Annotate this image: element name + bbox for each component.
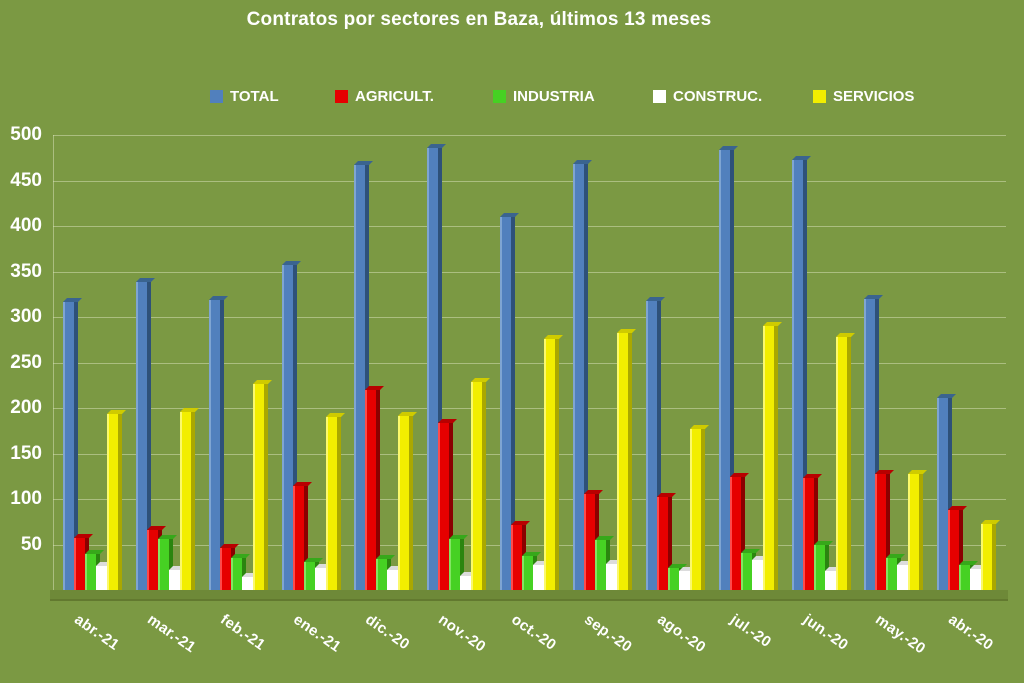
bar-servicios-mar-21 (179, 412, 195, 590)
chart-title: Contratos por sectores en Baza, últimos … (246, 9, 712, 30)
legend-item-agricult: AGRICULT. (335, 87, 434, 105)
bar-agricult-dic-20 (365, 390, 381, 590)
gridline-500 (53, 135, 1006, 136)
bar-servicios-abr-20 (981, 524, 997, 590)
bar-group-dic-20 (344, 135, 417, 590)
gridline-250 (53, 362, 1006, 364)
bar-servicios-dic-20 (398, 416, 414, 590)
legend-label-construc: CONSTRUC. (673, 87, 763, 105)
gridline-300 (53, 317, 1006, 318)
x-axis-label-dic-20: dic.-20 (362, 611, 414, 654)
x-axis-label-jul-20: jul.-20 (726, 611, 774, 651)
bar-group-ago-20 (636, 135, 709, 590)
bar-total-sep-20 (572, 164, 588, 590)
x-axis-label-feb-21: feb.-21 (216, 611, 269, 654)
y-axis-label-100: 100 (10, 488, 42, 509)
chart-floor (50, 590, 1008, 601)
gridline-200 (53, 408, 1006, 409)
x-axis-label-may-20: may.-20 (872, 611, 929, 658)
x-axis-label-abr-21: abr.-21 (71, 611, 123, 654)
x-axis-label-oct-20: oct.-20 (508, 611, 560, 654)
bar-servicios-sep-20 (616, 333, 632, 590)
bar-servicios-jun-20 (835, 337, 851, 590)
y-axis-label-500: 500 (10, 124, 42, 145)
x-axis-label-ago-20: ago.-20 (654, 611, 709, 657)
gridline-150 (53, 453, 1006, 455)
legend-label-industria: INDUSTRIA (513, 87, 595, 105)
gridline-400 (53, 226, 1006, 227)
y-axis-label-250: 250 (10, 351, 42, 373)
bar-group-mar-21 (126, 135, 199, 590)
gridline-350 (53, 271, 1006, 273)
bar-servicios-may-20 (908, 474, 924, 590)
gridline-50 (53, 544, 1006, 546)
bar-group-may-20 (854, 135, 927, 590)
bar-total-abr-21 (63, 302, 78, 590)
bar-servicios-feb-21 (252, 384, 268, 590)
bar-servicios-ene-21 (325, 417, 341, 590)
bar-servicios-oct-20 (544, 339, 560, 590)
y-axis-label-400: 400 (10, 215, 42, 236)
bar-group-oct-20 (490, 135, 563, 590)
x-axis-label-sep-20: sep.-20 (581, 611, 636, 656)
y-axis-label-350: 350 (10, 260, 42, 282)
legend-swatch-industria (493, 89, 506, 103)
bar-total-oct-20 (500, 217, 516, 590)
bar-group-abr-20 (927, 135, 1000, 590)
bar-total-feb-21 (208, 300, 224, 590)
bar-group-jun-20 (782, 135, 855, 590)
gridline-100 (53, 499, 1006, 500)
gridline-450 (53, 180, 1006, 182)
bar-servicios-ago-20 (689, 429, 705, 590)
legend-swatch-construc (653, 89, 666, 103)
bar-group-feb-21 (199, 135, 272, 590)
bar-group-sep-20 (563, 135, 636, 590)
x-axis-label-nov-20: nov.-20 (435, 611, 490, 656)
bar-group-ene-21 (272, 135, 345, 590)
legend-swatch-servicios (813, 89, 826, 103)
y-axis-label-450: 450 (10, 169, 42, 191)
legend-item-total: TOTAL (210, 87, 279, 105)
legend-label-agricult: AGRICULT. (355, 87, 434, 105)
y-axis-label-50: 50 (20, 533, 42, 555)
legend-swatch-total (210, 89, 223, 103)
y-axis-label-150: 150 (10, 442, 42, 464)
bar-group-abr-21 (53, 135, 126, 590)
legend-label-total: TOTAL (230, 87, 279, 105)
x-axis-label-jun-20: jun.-20 (799, 611, 851, 654)
legend-label-servicios: SERVICIOS (833, 87, 915, 105)
legend-item-industria: INDUSTRIA (493, 87, 595, 105)
bar-servicios-jul-20 (762, 326, 778, 590)
legend-item-construc: CONSTRUC. (653, 87, 763, 105)
bar-group-nov-20 (417, 135, 490, 590)
x-axis-label-ene-21: ene.-21 (289, 611, 344, 656)
bar-group-jul-20 (709, 135, 782, 590)
bar-total-mar-21 (135, 282, 151, 590)
bar-servicios-abr-21 (107, 414, 122, 590)
legend-item-servicios: SERVICIOS (813, 87, 915, 105)
x-axis-label-abr-20: abr.-20 (945, 611, 997, 654)
y-axis-label-300: 300 (10, 306, 42, 327)
x-axis-label-mar-21: mar.-21 (144, 611, 199, 657)
y-axis-label-200: 200 (10, 397, 42, 418)
bar-servicios-nov-20 (471, 382, 487, 590)
legend-swatch-agricult (335, 89, 348, 103)
